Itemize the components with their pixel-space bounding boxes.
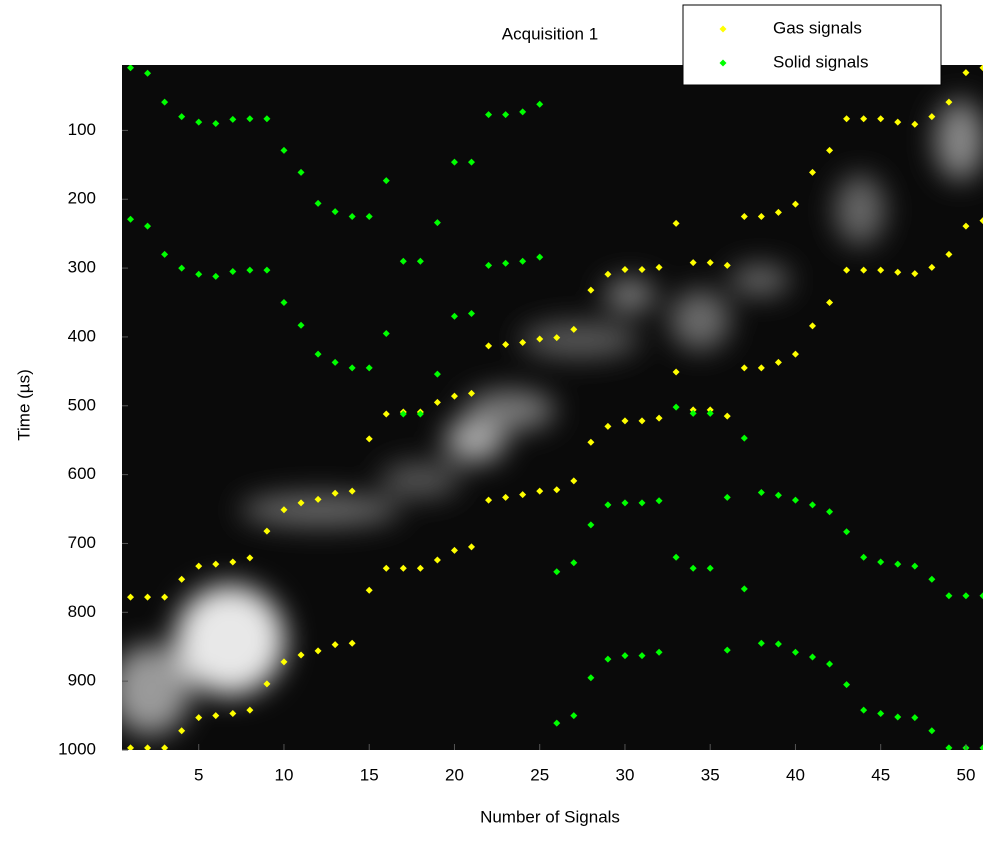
y-tick-label: 200 xyxy=(68,189,96,208)
x-tick-label: 30 xyxy=(615,765,634,784)
y-tick-label: 500 xyxy=(68,395,96,414)
x-tick-label: 40 xyxy=(786,765,805,784)
y-axis-label: Time (µs) xyxy=(14,369,33,441)
y-tick-label: 100 xyxy=(68,120,96,139)
x-tick-label: 15 xyxy=(360,765,379,784)
legend-label: Gas signals xyxy=(773,18,862,37)
x-tick-label: 35 xyxy=(701,765,720,784)
y-tick-label: 700 xyxy=(68,533,96,552)
x-tick-label: 50 xyxy=(956,765,975,784)
y-tick-label: 400 xyxy=(68,326,96,345)
x-tick-label: 45 xyxy=(871,765,890,784)
legend: Gas signals Solid signals xyxy=(683,5,941,85)
page: {"chart_data": {"type": "scatter", "titl… xyxy=(0,0,983,841)
y-tick-label: 800 xyxy=(68,602,96,621)
y-tick-label: 300 xyxy=(68,258,96,277)
y-tick-label: 900 xyxy=(68,671,96,690)
legend-box xyxy=(683,5,941,85)
x-tick-label: 20 xyxy=(445,765,464,784)
chart-title: Acquisition 1 xyxy=(502,24,598,43)
y-tick-label: 1000 xyxy=(58,739,96,758)
legend-label: Solid signals xyxy=(773,52,868,71)
x-tick-label: 25 xyxy=(530,765,549,784)
x-axis-label: Number of Signals xyxy=(480,807,620,826)
chart: Acquisition 1 Number of Signals Time (µs… xyxy=(0,0,983,836)
y-tick-label: 600 xyxy=(68,464,96,483)
x-tick-label: 5 xyxy=(194,765,203,784)
x-tick-label: 10 xyxy=(275,765,294,784)
